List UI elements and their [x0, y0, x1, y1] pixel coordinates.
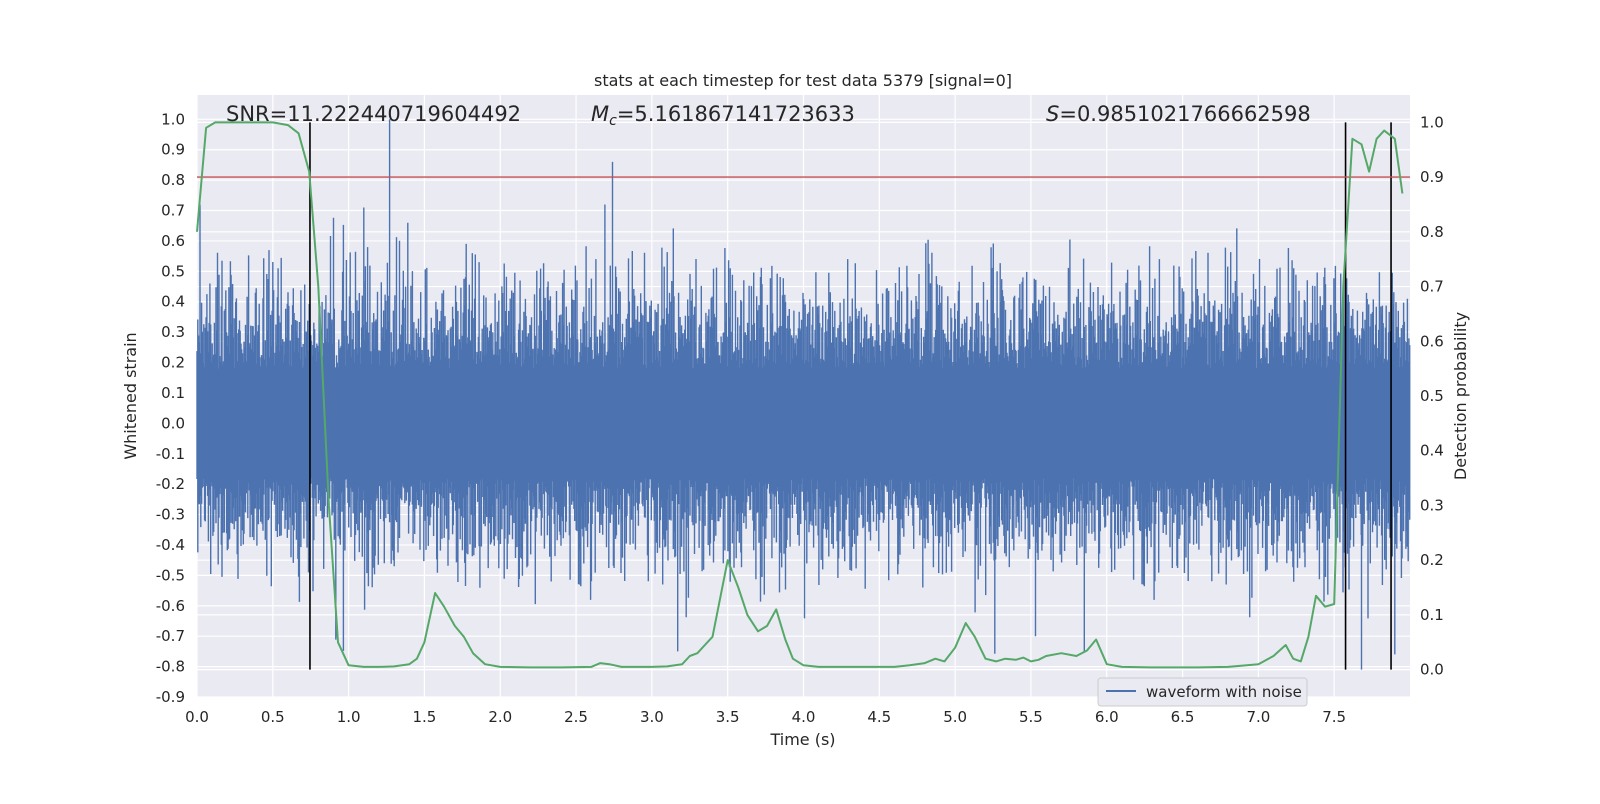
- y-tick-label: 0.2: [161, 354, 185, 372]
- y2-tick-label: 0.7: [1420, 278, 1444, 296]
- y-tick-label: -0.8: [156, 658, 185, 676]
- x-tick-label: 4.0: [792, 708, 816, 726]
- vertical-markers: [309, 122, 1392, 670]
- x-tick-label: 2.5: [564, 708, 588, 726]
- legend: waveform with noise: [1097, 677, 1308, 707]
- x-tick-label: 5.0: [943, 708, 967, 726]
- y2-tick-label: 0.1: [1420, 606, 1444, 624]
- y2-tick-label: 0.6: [1420, 332, 1444, 350]
- mc-subscript: c: [609, 113, 617, 129]
- y2-tick-label: 0.9: [1420, 168, 1444, 186]
- waveform-series: [196, 119, 1411, 670]
- x-tick-label: 2.0: [488, 708, 512, 726]
- y-tick-label: 0.4: [161, 293, 185, 311]
- x-tick-label: 3.5: [716, 708, 740, 726]
- x-tick-label: 6.0: [1095, 708, 1119, 726]
- x-tick-label: 1.0: [337, 708, 361, 726]
- y-tick-label: -0.3: [156, 506, 185, 524]
- y-tick-label: 0.3: [161, 323, 185, 341]
- y2-tick-label: 0.0: [1420, 661, 1444, 679]
- y2-tick-label: 0.5: [1420, 387, 1444, 405]
- y-tick-label: 1.0: [161, 110, 185, 128]
- y-tick-label: -0.9: [156, 688, 185, 706]
- s-symbol: S: [1046, 102, 1059, 126]
- y-axis-label: Whitened strain: [121, 332, 140, 459]
- snr-annotation: SNR=11.222440719604492: [226, 102, 521, 126]
- x-tick-label: 3.0: [640, 708, 664, 726]
- y-axis-ticks: -0.9 -0.8 -0.7 -0.6 -0.5 -0.4 -0.3 -0.2 -0.1 0.0 0…: [156, 110, 185, 706]
- y-tick-label: -0.1: [156, 445, 185, 463]
- mc-symbol: M: [591, 102, 609, 126]
- legend-box: [1097, 677, 1308, 707]
- x-tick-label: 0.5: [261, 708, 285, 726]
- s-value: =0.9851021766662598: [1059, 102, 1310, 126]
- y2-tick-label: 0.4: [1420, 442, 1444, 460]
- y2-axis-ticks: 0.0 0.1 0.2 0.3 0.4 0.5 0.6 0.7 0.8 0.9 1.0: [1420, 113, 1444, 678]
- y-tick-label: 0.0: [161, 414, 185, 432]
- y-tick-label: 0.9: [161, 141, 185, 159]
- y-tick-label: 0.7: [161, 202, 185, 220]
- x-tick-label: 4.5: [867, 708, 891, 726]
- probability-line: [196, 121, 1404, 669]
- y-tick-label: 0.5: [161, 262, 185, 280]
- y-tick-label: -0.5: [156, 566, 185, 584]
- probability-series: [196, 121, 1404, 669]
- x-tick-label: 1.5: [413, 708, 437, 726]
- x-tick-label: 0.0: [185, 708, 209, 726]
- y2-tick-label: 1.0: [1420, 113, 1444, 131]
- y-tick-label: -0.7: [156, 627, 185, 645]
- y-tick-label: -0.2: [156, 475, 185, 493]
- y-tick-label: 0.6: [161, 232, 185, 250]
- x-tick-label: 7.0: [1246, 708, 1270, 726]
- s-annotation: S=0.9851021766662598: [1046, 102, 1311, 126]
- x-axis-label: Time (s): [769, 730, 835, 749]
- x-tick-label: 6.5: [1171, 708, 1195, 726]
- waveform-trace: [196, 119, 1411, 670]
- x-tick-label: 7.5: [1322, 708, 1346, 726]
- y2-axis-label: Detection probability: [1451, 312, 1470, 480]
- x-tick-label: 5.5: [1019, 708, 1043, 726]
- y-tick-label: -0.4: [156, 536, 185, 554]
- y2-tick-label: 0.8: [1420, 223, 1444, 241]
- chart-title: stats at each timestep for test data 537…: [594, 71, 1012, 90]
- y-tick-label: 0.8: [161, 171, 185, 189]
- legend-label: waveform with noise: [1146, 683, 1302, 701]
- x-axis-ticks: 0.0 0.5 1.0 1.5 2.0 2.5 3.0 3.5 4.0 4.5 5.0 5.5 6.0 6…: [185, 708, 1346, 726]
- mc-annotation: Mc=5.161867141723633: [591, 102, 855, 129]
- y-tick-label: -0.6: [156, 597, 185, 615]
- y2-tick-label: 0.3: [1420, 496, 1444, 514]
- y2-tick-label: 0.2: [1420, 551, 1444, 569]
- mc-value: =5.161867141723633: [617, 102, 855, 126]
- y-tick-label: 0.1: [161, 384, 185, 402]
